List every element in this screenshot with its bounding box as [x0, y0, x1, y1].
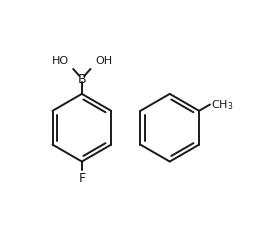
Text: OH: OH [95, 56, 112, 66]
Text: B: B [78, 73, 86, 85]
Text: CH$_3$: CH$_3$ [211, 98, 234, 112]
Text: HO: HO [51, 56, 69, 66]
Text: F: F [78, 171, 85, 184]
